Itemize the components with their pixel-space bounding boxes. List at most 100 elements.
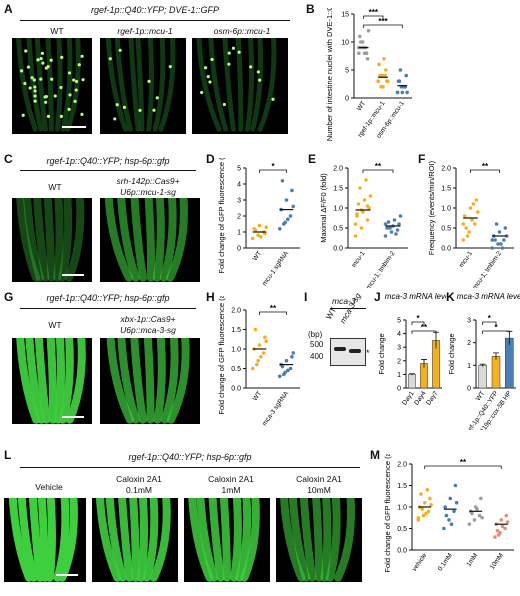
data-point: [475, 210, 480, 214]
panel-l-header: rgef-1p::Q40::YFP; hsp-6p::gfp: [128, 452, 252, 462]
worm-body: [58, 198, 73, 282]
worm-body: [117, 338, 140, 424]
worm-body: [46, 338, 58, 424]
data-point: [357, 45, 361, 50]
data-point: [464, 226, 468, 230]
gfp-puncta: [74, 88, 78, 92]
data-point: [383, 73, 387, 78]
data-point: [250, 366, 255, 371]
data-point: [365, 57, 370, 61]
data-point: [500, 524, 505, 529]
y-tick-label: 1.0: [333, 206, 343, 213]
worm-body: [153, 198, 165, 282]
data-point: [364, 178, 368, 182]
worm-body: [166, 198, 188, 282]
worm-body: [53, 338, 65, 424]
gfp-puncta: [23, 81, 27, 86]
worm-body: [114, 38, 134, 132]
gfp-puncta: [19, 69, 24, 73]
data-point: [398, 214, 403, 218]
data-point: [291, 204, 296, 209]
data-point: [284, 358, 289, 363]
worm-body: [37, 498, 49, 582]
worm-body: [33, 198, 50, 282]
panel-label-d: D: [206, 152, 215, 166]
panel-label-j: J: [374, 290, 381, 304]
data-point: [470, 218, 474, 222]
data-point: [264, 225, 269, 229]
bar: [491, 356, 501, 389]
worm-body: [160, 338, 179, 424]
panel-g-label-1: xbx-1p::Cas9+: [120, 314, 176, 324]
data-point: [365, 218, 370, 222]
data-point: [358, 34, 362, 39]
panel-label-i: I: [304, 290, 308, 304]
y-axis-label: Frequency (events/min/ROI): [427, 160, 436, 255]
error-bar: [409, 373, 415, 376]
bar: [505, 337, 514, 389]
chart-title: mca-3 mRNA level: [457, 292, 520, 301]
panel-label-a: A: [4, 2, 13, 16]
gfp-puncta: [227, 51, 231, 55]
gfp-puncta: [227, 62, 231, 66]
y-tick-label: 2.0: [333, 166, 343, 173]
y-tick-label: 2.0: [441, 166, 451, 173]
bp-label: (bp): [308, 330, 323, 339]
y-tick-label: 3: [467, 318, 471, 325]
data-point: [467, 230, 471, 234]
data-point: [505, 520, 510, 524]
worm-body: [105, 498, 127, 582]
significance-bracket: [363, 15, 384, 19]
panel-a-label-osm: osm-6p::mcu-1: [213, 26, 271, 36]
significance-label: **: [375, 162, 382, 171]
data-point: [263, 335, 267, 340]
x-tick-label: 1mM: [465, 552, 479, 568]
x-tick-label: mca-3 sgRNA: [261, 390, 290, 428]
gfp-puncta: [147, 79, 151, 83]
panel-l-label-2b: 1mM: [221, 485, 241, 495]
data-point: [416, 515, 421, 520]
worm-body: [208, 498, 225, 582]
panel-label-b: B: [306, 2, 315, 16]
gel-image: [330, 338, 366, 366]
worm-body: [8, 498, 33, 582]
panel-l-label-1b: 0.1mM: [126, 485, 152, 495]
worm-body: [196, 38, 222, 132]
worm-body: [230, 498, 242, 582]
data-point: [257, 343, 262, 347]
data-point: [472, 518, 477, 522]
worm-body: [58, 498, 78, 582]
x-tick-label: WT: [356, 100, 368, 112]
data-point: [405, 90, 409, 95]
data-point: [499, 518, 504, 522]
data-point: [461, 238, 466, 242]
worm-body: [43, 198, 56, 282]
gfp-puncta: [39, 77, 43, 81]
data-point: [400, 90, 405, 95]
gfp-puncta: [33, 99, 37, 103]
y-tick-label: 4: [397, 331, 401, 338]
gfp-puncta: [60, 55, 64, 59]
gfp-puncta: [39, 57, 43, 61]
worm-body: [325, 498, 341, 582]
gel-band-sg: [349, 349, 361, 353]
gfp-puncta: [77, 63, 81, 67]
y-axis-label: Number of intestine nuclei with DVE-1::G…: [325, 8, 334, 141]
gfp-puncta: [67, 71, 72, 75]
y-tick-label: 1.5: [441, 186, 451, 193]
y-tick-label: 15: [341, 12, 349, 19]
gfp-puncta: [256, 70, 260, 74]
data-point: [362, 51, 367, 55]
data-point: [358, 186, 362, 190]
worm-body: [222, 38, 236, 132]
y-tick-label: 0: [345, 96, 349, 103]
gfp-puncta: [30, 76, 34, 80]
worm-body: [240, 498, 260, 582]
gfp-puncta: [33, 85, 37, 89]
data-point: [470, 511, 474, 516]
worm-body: [104, 198, 133, 282]
marker-500: 500: [310, 340, 324, 349]
gfp-puncta: [113, 117, 117, 121]
y-tick-label: 1.0: [231, 347, 241, 354]
data-point: [286, 217, 290, 221]
